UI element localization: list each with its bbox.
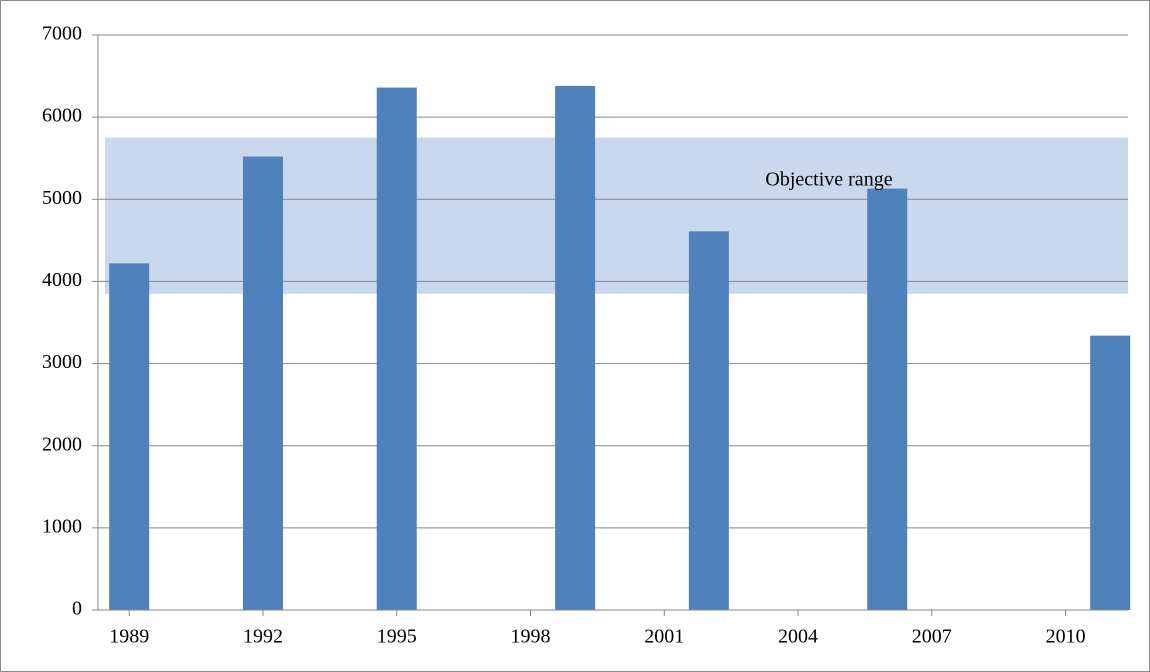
x-tick-label: 2007 — [912, 626, 952, 648]
bar — [376, 87, 417, 611]
bar — [1090, 335, 1131, 610]
y-tick-label: 3000 — [42, 351, 82, 373]
x-tick-label: 1989 — [109, 626, 149, 648]
y-tick-label: 4000 — [42, 269, 82, 291]
band-label: Objective range — [765, 169, 892, 191]
bar — [555, 85, 596, 610]
x-tick-label: 1995 — [377, 626, 417, 648]
y-tick-label: 0 — [72, 598, 82, 620]
bar — [688, 231, 729, 611]
bar — [109, 263, 150, 610]
x-tick-label: 1998 — [511, 626, 551, 648]
y-tick-label: 1000 — [42, 515, 82, 537]
bar — [242, 156, 283, 611]
x-tick-label: 2010 — [1046, 626, 1086, 648]
x-tick-label: 2001 — [644, 626, 684, 648]
bar — [867, 188, 908, 610]
y-tick-label: 5000 — [42, 187, 82, 209]
y-tick-label: 7000 — [42, 23, 82, 45]
y-tick-label: 6000 — [42, 105, 82, 127]
y-tick-label: 2000 — [42, 433, 82, 455]
x-tick-label: 2004 — [778, 626, 818, 648]
x-tick-label: 1992 — [243, 626, 283, 648]
